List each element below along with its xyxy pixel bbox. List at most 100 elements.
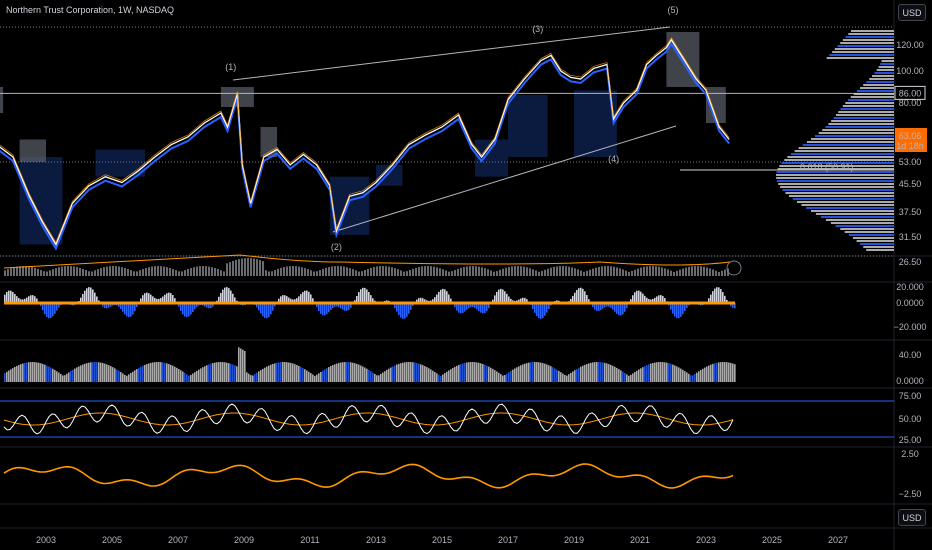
volume-bar	[247, 258, 249, 276]
osc2-bar	[590, 362, 592, 382]
osc1-bar	[620, 303, 622, 316]
osc1-bar	[282, 295, 284, 303]
osc2-bar	[474, 362, 476, 382]
osc2-bar	[668, 363, 670, 382]
osc2-bar	[348, 362, 350, 382]
osc2-bar	[548, 365, 550, 382]
osc1-bar	[300, 294, 302, 303]
osc1-bar	[170, 293, 172, 303]
volume-profile-bar	[784, 159, 894, 161]
volume-bar	[355, 270, 357, 276]
osc1-bar	[320, 303, 322, 314]
osc2-bar	[302, 368, 304, 382]
osc1-bar	[570, 298, 572, 303]
osc2-bar	[212, 363, 214, 382]
osc2-bar	[380, 373, 382, 382]
osc1-bar	[592, 303, 594, 308]
volume-bar	[268, 271, 270, 276]
osc2-bar	[690, 375, 692, 382]
osc1-bar	[450, 298, 452, 303]
volume-profile-bar	[796, 201, 894, 203]
osc2-bar	[572, 371, 574, 382]
osc1-bar	[492, 299, 494, 303]
osc1-bar	[448, 294, 450, 303]
osc2-bar	[656, 362, 658, 382]
volume-bar	[574, 268, 576, 276]
osc1-bar	[502, 289, 504, 303]
osc1-bar	[572, 295, 574, 303]
osc2-bar	[250, 375, 252, 382]
osc2-bar	[612, 365, 614, 382]
volume-bar	[724, 269, 726, 276]
osc2-bar	[514, 368, 516, 382]
volume-bar	[448, 271, 450, 276]
osc1-bar	[396, 303, 398, 312]
osc1-bar	[636, 290, 638, 303]
osc1-bar	[480, 303, 482, 313]
currency-button-bottom[interactable]: USD	[898, 509, 926, 526]
volume-bar	[430, 266, 432, 276]
volume-bar	[367, 268, 369, 276]
volume-bar	[328, 267, 330, 276]
osc2-bar	[262, 368, 264, 382]
osc1-bar	[684, 303, 686, 312]
osc1-bar	[4, 294, 6, 303]
osc2-bar	[454, 366, 456, 382]
osc2-bar	[316, 374, 318, 382]
wave-label: (4)	[608, 154, 619, 164]
osc4-tick: −2.50	[899, 489, 922, 499]
osc2-bar	[130, 372, 132, 382]
osc1-bar	[188, 303, 190, 317]
osc1-bar	[542, 303, 544, 319]
wave-label: (5)	[668, 5, 679, 15]
trendline-lower	[332, 125, 677, 233]
volume-bar	[691, 266, 693, 276]
volume-bar	[625, 270, 627, 276]
osc1-bar	[404, 303, 406, 319]
volume-bar	[310, 270, 312, 276]
osc2-bar	[364, 367, 366, 382]
osc2-bar	[730, 362, 732, 382]
osc1-bar	[518, 299, 520, 303]
osc1-bar	[32, 295, 34, 303]
osc2-bar	[264, 367, 266, 382]
osc1-bar	[454, 303, 456, 308]
osc2-bar	[418, 363, 420, 382]
osc1-bar	[332, 303, 334, 309]
time-axis-label: 2027	[828, 535, 848, 545]
osc1-bar	[372, 298, 374, 303]
volume-profile-bar	[806, 141, 894, 143]
volume-bar	[472, 266, 474, 276]
osc1-bar	[96, 296, 98, 303]
osc2-bar	[566, 375, 568, 382]
osc1-bar	[264, 303, 266, 318]
volume-bar	[478, 266, 480, 276]
volume-profile-bar	[830, 222, 894, 224]
currency-button-top[interactable]: USD	[898, 4, 926, 21]
volume-bar	[64, 266, 66, 276]
volume-bar	[550, 267, 552, 276]
osc1-bar	[400, 303, 402, 318]
osc2-bar	[46, 365, 48, 382]
volume-bar	[334, 266, 336, 276]
osc1-bar	[230, 290, 232, 303]
osc2-bar	[140, 366, 142, 382]
osc2-bar	[680, 368, 682, 382]
volume-bar	[34, 267, 36, 276]
volume-bar	[211, 267, 213, 276]
osc2-bar	[682, 369, 684, 382]
osc2-bar	[298, 365, 300, 382]
volume-bar	[103, 267, 105, 276]
osc1-bar	[324, 303, 326, 316]
volume-bar	[445, 270, 447, 276]
osc1-bar	[328, 303, 330, 313]
osc2-bar	[34, 362, 36, 382]
osc2-bar	[190, 374, 192, 382]
volume-bar	[679, 269, 681, 276]
osc2-bar	[732, 363, 734, 382]
volume-bar	[697, 266, 699, 276]
osc2-bar	[194, 372, 196, 382]
osc2-bar	[532, 362, 534, 382]
osc2-bar	[574, 370, 576, 382]
